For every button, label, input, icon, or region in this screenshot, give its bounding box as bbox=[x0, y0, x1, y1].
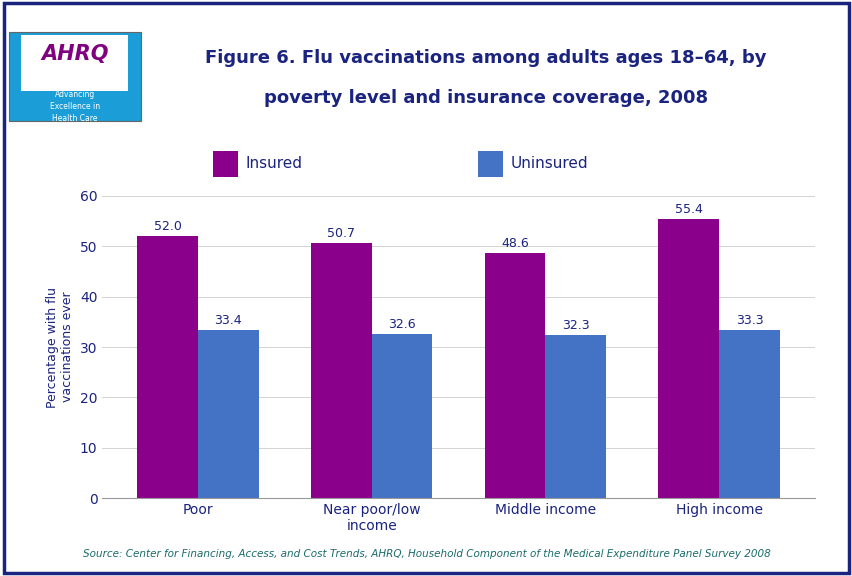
Text: 32.6: 32.6 bbox=[388, 318, 416, 331]
Text: 52.0: 52.0 bbox=[153, 220, 181, 233]
Text: 33.3: 33.3 bbox=[734, 314, 763, 327]
Bar bbox=[477, 151, 503, 177]
Text: 33.4: 33.4 bbox=[214, 314, 242, 327]
Text: Advancing
Excellence in
Health Care: Advancing Excellence in Health Care bbox=[50, 90, 100, 123]
Text: Uninsured: Uninsured bbox=[509, 156, 587, 171]
Bar bbox=[658, 219, 718, 498]
Bar bbox=[310, 242, 371, 498]
Bar bbox=[718, 331, 779, 498]
Bar bbox=[137, 236, 198, 498]
FancyBboxPatch shape bbox=[21, 35, 128, 92]
Text: AHRQ: AHRQ bbox=[41, 44, 109, 64]
Y-axis label: Percentage with flu
vaccinations ever: Percentage with flu vaccinations ever bbox=[46, 286, 74, 408]
Text: Source: Center for Financing, Access, and Cost Trends, AHRQ, Household Component: Source: Center for Financing, Access, an… bbox=[83, 550, 769, 559]
Text: Insured: Insured bbox=[245, 156, 302, 171]
Text: 50.7: 50.7 bbox=[327, 227, 354, 240]
Bar bbox=[198, 330, 258, 498]
Text: poverty level and insurance coverage, 2008: poverty level and insurance coverage, 20… bbox=[264, 89, 707, 108]
Bar bbox=[544, 335, 606, 498]
Text: 32.3: 32.3 bbox=[561, 320, 589, 332]
Bar bbox=[213, 151, 238, 177]
Text: 55.4: 55.4 bbox=[674, 203, 702, 216]
Bar bbox=[371, 334, 432, 498]
Bar bbox=[484, 253, 544, 498]
Text: 48.6: 48.6 bbox=[500, 237, 528, 250]
FancyBboxPatch shape bbox=[9, 32, 141, 121]
Text: Figure 6. Flu vaccinations among adults ages 18–64, by: Figure 6. Flu vaccinations among adults … bbox=[205, 49, 766, 67]
